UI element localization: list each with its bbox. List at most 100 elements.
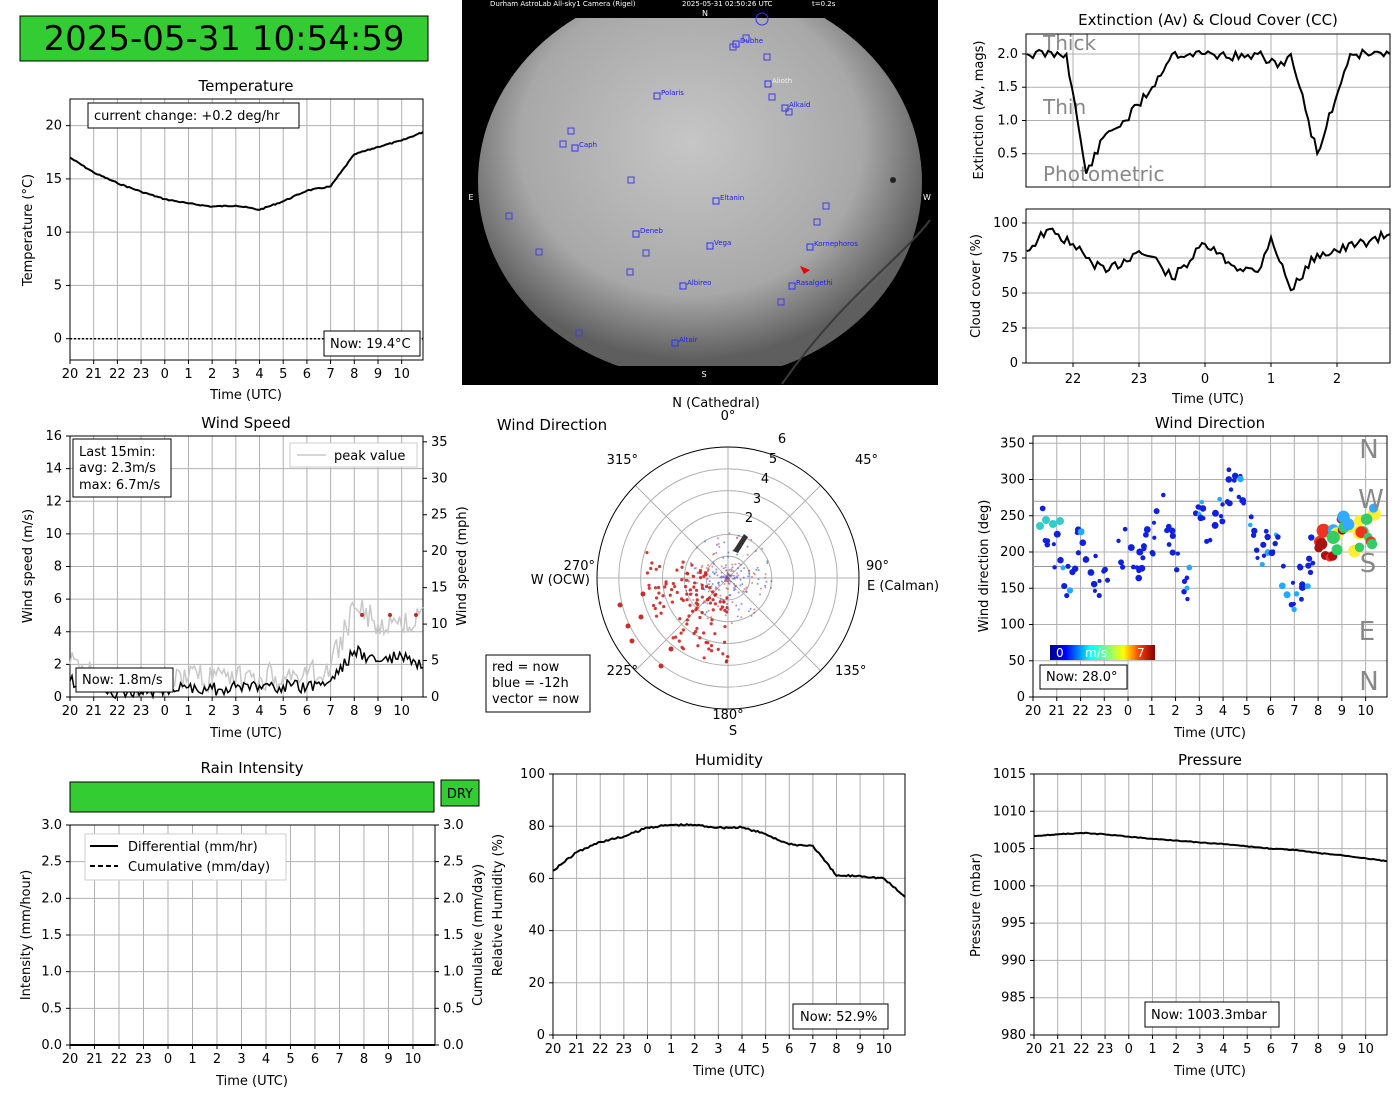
wind-speed-stats-box: [72, 438, 172, 498]
wind-dir-point: [1049, 520, 1057, 528]
wind-dir-colorbar-min: 0: [1056, 646, 1064, 660]
wind-polar-point-now: [654, 614, 659, 618]
wind-speed-ytick-right-label: 35: [431, 435, 448, 450]
wind-polar-point-now: [688, 603, 692, 607]
rain-ytick-right-label: 2.0: [443, 891, 464, 906]
wind-polar-point-past: [714, 586, 717, 589]
wind-polar-point-past: [735, 584, 738, 587]
wind-polar-legend-line2: blue = -12h: [492, 676, 569, 691]
wind-polar-point-now: [653, 606, 657, 611]
wind-dir-ytick-label: 0: [1017, 690, 1025, 705]
wind-speed-ytick-label: 6: [54, 592, 62, 607]
wind-dir-colorbar-max: 7: [1137, 646, 1145, 660]
wind-polar-point-past: [735, 604, 738, 607]
wind-polar-point-past: [707, 583, 710, 586]
wind-dir-point: [1310, 560, 1316, 566]
wind-polar-point-past: [754, 550, 757, 553]
wind-polar-point-now: [654, 596, 659, 600]
wind-polar-point-past: [737, 591, 740, 594]
wind-dir-point: [1199, 499, 1205, 505]
wind-speed-peak-marker: [360, 613, 364, 617]
pressure-xtick-label: 23: [1097, 1042, 1114, 1057]
wind-polar-point-past: [728, 568, 731, 571]
wind-dir-point: [1060, 565, 1066, 571]
wind-dir-point: [1056, 517, 1064, 525]
wind-dir-point: [1250, 532, 1257, 538]
temperature-series-line: [69, 131, 424, 211]
humidity-series-line: [552, 822, 906, 898]
pressure-now-text: Now: 1003.3mbar: [1151, 1008, 1267, 1023]
cloud-xtick-label: 1: [1267, 372, 1275, 387]
wind-dir-point: [1169, 527, 1176, 534]
wind-polar-point-past: [749, 607, 752, 610]
rain-legend-differential-label: Differential (mm/hr): [128, 840, 258, 855]
wind-dir-point: [1217, 496, 1222, 502]
allsky-star-label: Caph: [579, 141, 597, 149]
wind-polar-point-past: [713, 572, 716, 575]
temperature-ytick-label: 5: [54, 278, 62, 293]
wind-polar-point-past: [730, 568, 733, 571]
wind-polar-point-now: [720, 605, 725, 609]
rain-status-text: DRY: [447, 787, 473, 802]
pressure-xtick-label: 2: [1172, 1042, 1180, 1057]
wind-dir-point: [1304, 583, 1311, 590]
wind-polar-point-past: [747, 572, 750, 575]
wind-polar-point-now: [688, 588, 693, 592]
humidity-xtick-label: 22: [592, 1042, 609, 1057]
wind-dir-point: [1255, 555, 1260, 560]
wind-speed-ytick-label: 8: [54, 560, 62, 575]
wind-dir-colorbar: [1050, 645, 1155, 660]
temperature-ytick-label: 0: [54, 332, 62, 347]
wind-polar-point-past: [740, 563, 743, 566]
rain-ytick-label: 2.0: [41, 891, 62, 906]
wind-polar-point-past: [730, 622, 733, 625]
wind-dir-point: [1186, 564, 1193, 571]
wind-polar-point-past: [732, 582, 735, 585]
wind-polar-point-past: [718, 546, 721, 549]
wind-dir-point: [1069, 569, 1076, 576]
wind-dir-point: [1087, 569, 1095, 576]
allsky-south: S: [701, 370, 706, 379]
humidity-ytick-label: 80: [528, 819, 545, 834]
wind-polar-point-now: [681, 647, 686, 651]
wind-speed-ylabel-right: Wind speed (mph): [455, 506, 470, 626]
wind-polar-point-past: [726, 575, 729, 578]
temperature-now-box: [323, 330, 421, 357]
wind-dir-point: [1161, 492, 1166, 498]
wind-dir-ytick-label: 100: [1000, 618, 1025, 633]
wind-polar-point-now: [629, 638, 635, 644]
wind-polar-point-past: [742, 590, 745, 593]
cloud-xtick-label: 0: [1201, 372, 1209, 387]
wind-polar-point-now: [722, 600, 726, 604]
wind-dir-point: [1298, 583, 1306, 591]
allsky-timestamp: 2025-05-31 02:50:26 UTC: [682, 0, 773, 8]
wind-dir-point: [1184, 575, 1190, 581]
wind-dir-point: [1057, 556, 1064, 564]
wind-polar-rtick-label: 2: [745, 511, 753, 526]
rain-xtick-label: 22: [111, 1052, 128, 1067]
wind-dir-point: [1199, 505, 1207, 512]
wind-speed-stats-line3: max: 6.7m/s: [79, 478, 161, 493]
wind-dir-point: [1181, 578, 1188, 584]
wind-dir-point: [1140, 543, 1147, 550]
wind-polar-point-past: [736, 567, 739, 570]
wind-dir-point: [1184, 585, 1190, 591]
temperature-xtick-label: 21: [85, 367, 102, 382]
wind-polar-point-now: [718, 600, 722, 604]
wind-polar-point-now: [677, 639, 681, 643]
wind-polar-point-now: [685, 598, 689, 602]
wind-speed-xtick-label: 22: [109, 704, 126, 719]
wind-polar-north-label: N (Cathedral): [672, 396, 760, 411]
wind-polar-point-now: [714, 592, 718, 596]
wind-speed-xtick-label: 4: [255, 704, 263, 719]
wind-polar-point-now: [679, 631, 683, 635]
wind-polar-point-past: [764, 584, 767, 587]
wind-polar-point-past: [717, 542, 720, 545]
allsky-bottom-strip: [462, 366, 938, 385]
wind-dir-point: [1237, 475, 1244, 483]
wind-dir-xlabel: Time (UTC): [1173, 726, 1246, 741]
allsky-marker: [559, 140, 567, 148]
wind-polar-point-past: [720, 565, 723, 568]
allsky-marker: [777, 298, 785, 306]
